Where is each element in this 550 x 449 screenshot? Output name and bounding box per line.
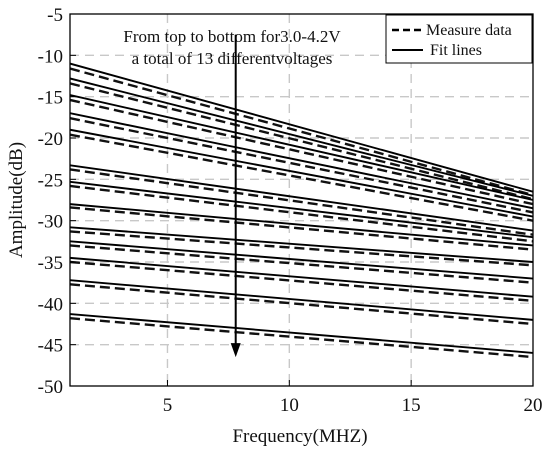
- measure-line-2: [70, 82, 533, 201]
- measure-line-4: [70, 116, 533, 214]
- measure-line-13: [70, 317, 533, 359]
- measure-line-11: [70, 260, 533, 303]
- fit-line-13: [70, 313, 533, 354]
- series-lines: [70, 62, 533, 359]
- x-tick-label: 5: [163, 395, 173, 416]
- fit-line-8: [70, 203, 533, 247]
- measure-line-8: [70, 206, 533, 251]
- legend-label-measure: Measure data: [426, 22, 512, 39]
- legend-label-fit: Fit lines: [430, 42, 482, 59]
- fit-line-5: [70, 128, 533, 218]
- fit-line-10: [70, 240, 533, 280]
- y-tick-label: -30: [38, 212, 63, 233]
- fit-line-6: [70, 164, 533, 232]
- measure-line-7: [70, 184, 533, 243]
- measure-line-6: [70, 168, 533, 236]
- y-tick-label: -50: [38, 377, 63, 398]
- y-tick-label: -45: [38, 336, 63, 357]
- legend-box: [385, 14, 533, 64]
- fit-line-2: [70, 77, 533, 197]
- grid: [70, 14, 533, 386]
- fit-line-7: [70, 180, 533, 239]
- plot-frame: [69, 13, 534, 387]
- fit-line-9: [70, 226, 533, 263]
- y-tick-label: -15: [38, 88, 63, 109]
- y-tick-label: -25: [38, 170, 63, 191]
- y-tick-label: -40: [38, 294, 63, 315]
- y-tick-label: -20: [38, 129, 63, 150]
- y-tick-label: -10: [38, 46, 63, 67]
- measure-line-10: [70, 244, 533, 284]
- annotation-arrow-head: [230, 343, 241, 358]
- annotation: From top to bottom for3.0-4.2V a total o…: [123, 27, 341, 358]
- fit-line-1: [70, 62, 533, 193]
- axis-ticks: 5 10 15 20 -5 -10 -15 -20 -25 -30 -35 -40 -45 -50: [38, 5, 543, 416]
- y-axis-label: Amplitude(dB): [6, 142, 27, 258]
- fit-line-4: [70, 112, 533, 210]
- measure-line-9: [70, 230, 533, 267]
- measure-line-3: [70, 98, 533, 206]
- measure-line-12: [70, 283, 533, 326]
- measure-line-5: [70, 133, 533, 222]
- y-tick-label: -35: [38, 253, 63, 274]
- x-tick-label: 20: [524, 395, 543, 416]
- fit-line-12: [70, 279, 533, 321]
- x-axis-label: Frequency(MHZ): [232, 426, 367, 447]
- legend: Measure data Fit lines: [385, 14, 533, 64]
- annotation-line2: a total of 13 differentvoltages: [132, 49, 333, 68]
- x-tick-label: 15: [402, 395, 421, 416]
- fit-line-3: [70, 94, 533, 201]
- x-tick-label: 10: [280, 395, 299, 416]
- fit-line-11: [70, 256, 533, 298]
- y-tick-label: -5: [47, 5, 63, 26]
- annotation-line1: From top to bottom for3.0-4.2V: [123, 27, 341, 46]
- measure-line-1: [70, 67, 533, 197]
